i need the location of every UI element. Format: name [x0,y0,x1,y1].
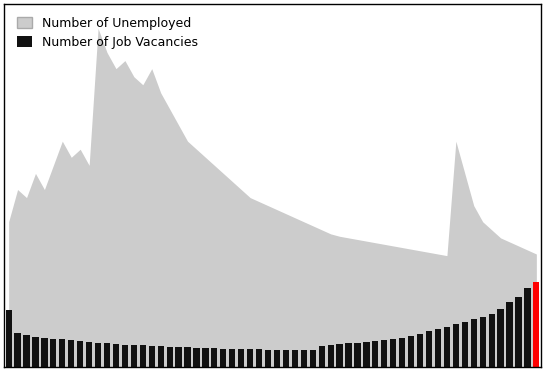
Bar [68,340,74,367]
Bar [247,349,253,367]
Bar [184,348,191,367]
Bar [372,341,378,367]
Bar [471,319,477,367]
Bar [158,346,164,367]
Bar [131,345,137,367]
Bar [274,350,280,367]
Bar [211,348,217,367]
Bar [283,350,289,367]
Bar [506,302,513,367]
Bar [354,343,361,367]
Bar [59,339,65,367]
Bar [77,341,83,367]
Bar [50,339,57,367]
Bar [149,346,155,367]
Bar [444,326,450,367]
Bar [122,345,128,367]
Bar [229,349,235,367]
Bar [364,342,370,367]
Bar [265,349,271,367]
Bar [328,345,334,367]
Bar [238,349,244,367]
Bar [533,282,540,367]
Bar [104,344,110,367]
Bar [435,329,441,367]
Bar [417,334,423,367]
Bar [15,333,21,367]
Bar [167,347,173,367]
Bar [462,322,468,367]
Bar [292,350,298,367]
Bar [516,297,522,367]
Bar [426,331,432,367]
Bar [399,338,405,367]
Legend: Number of Unemployed, Number of Job Vacancies: Number of Unemployed, Number of Job Vaca… [10,10,204,55]
Bar [524,288,530,367]
Bar [256,349,262,367]
Bar [346,344,352,367]
Bar [310,350,316,367]
Bar [381,340,387,367]
Bar [202,348,209,367]
Bar [336,344,343,367]
Bar [453,324,459,367]
Bar [319,346,325,367]
Bar [86,342,92,367]
Bar [498,309,504,367]
Bar [175,347,181,367]
Bar [5,311,12,367]
Bar [32,337,39,367]
Bar [480,317,486,367]
Bar [41,338,47,367]
Bar [488,313,495,367]
Bar [23,335,29,367]
Bar [140,345,146,367]
Bar [95,343,101,367]
Bar [193,348,199,367]
Bar [301,350,307,367]
Bar [390,339,396,367]
Bar [408,336,414,367]
Bar [220,349,226,367]
Bar [113,344,119,367]
